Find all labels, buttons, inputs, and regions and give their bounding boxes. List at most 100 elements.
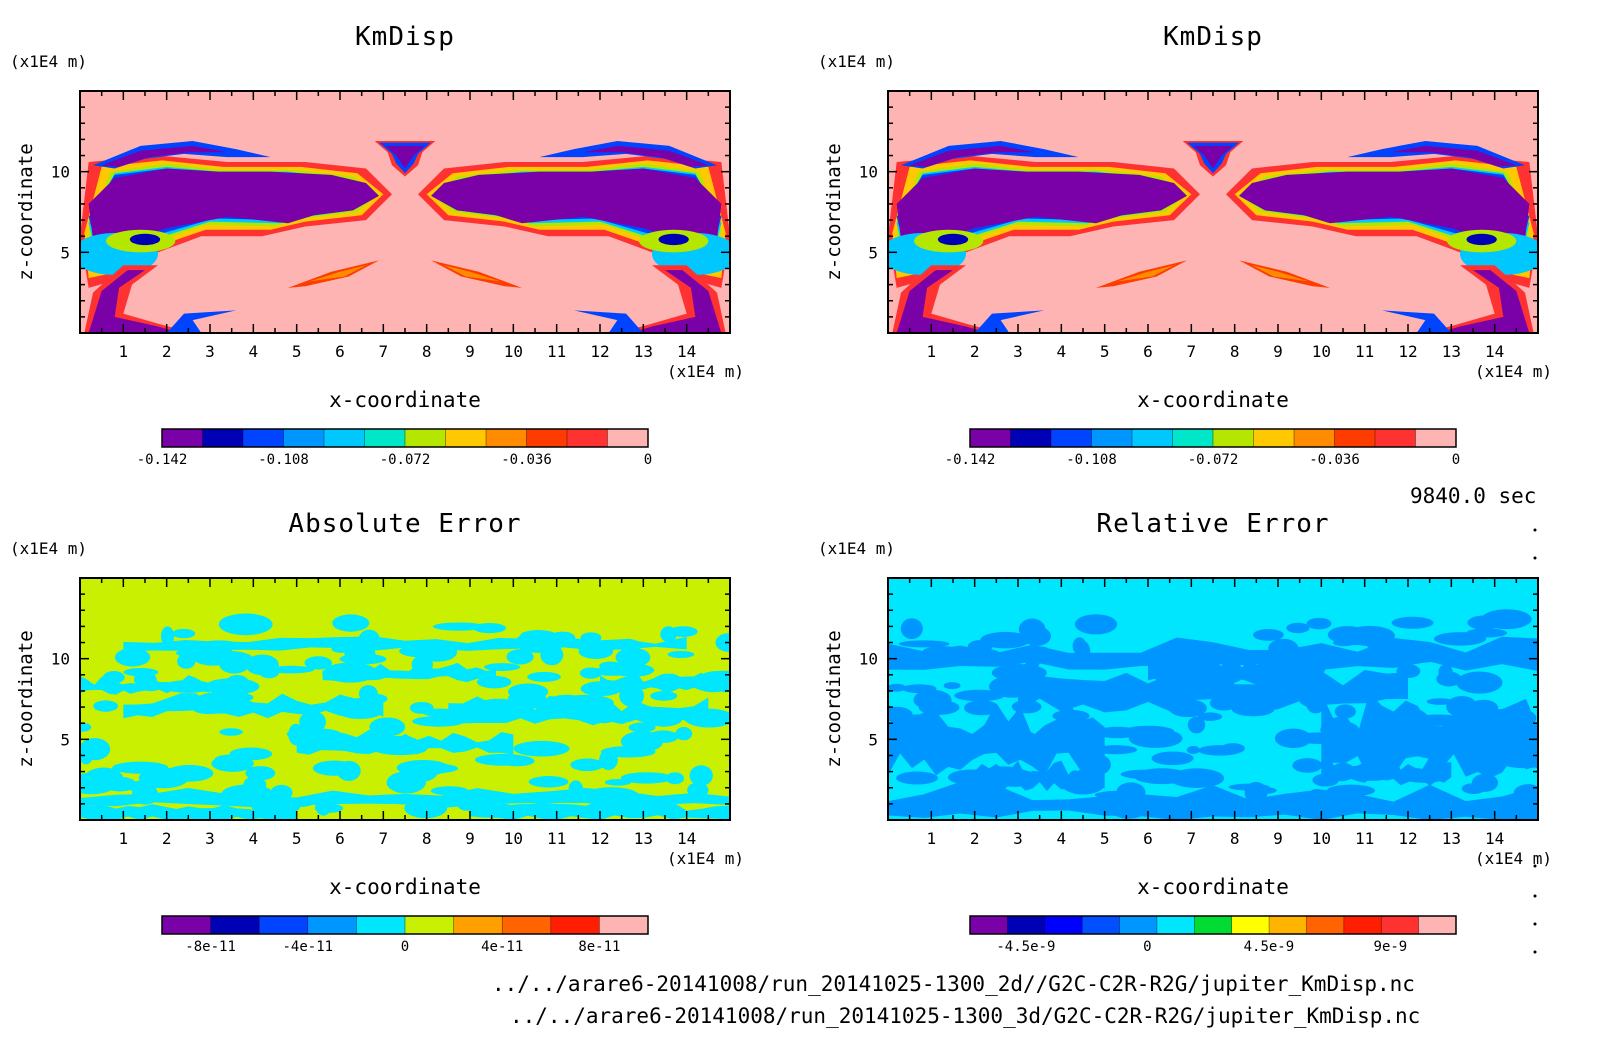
colorbar-frame: [969, 915, 1457, 935]
error-speckle: [558, 694, 614, 711]
x-tick-label: 14: [1485, 342, 1504, 361]
error-speckle: [484, 663, 521, 671]
error-speckle: [580, 632, 602, 644]
contour-left-bottom-purple: [88, 270, 180, 333]
x-unit-label: (x1E4 m): [1475, 362, 1552, 381]
error-speckle: [1461, 783, 1486, 795]
error-speckle: [1466, 628, 1508, 638]
colorbar-label: 0: [401, 939, 409, 955]
error-speckle: [667, 650, 695, 659]
colorbar-label: 4.5e-9: [1244, 939, 1295, 955]
colorbar-label: -0.072: [380, 452, 431, 468]
x-tick-label: 11: [547, 829, 566, 848]
error-speckle: [899, 640, 950, 648]
error-band: [888, 701, 1105, 776]
error-speckle: [668, 626, 698, 637]
x-unit-label: (x1E4 m): [667, 849, 744, 868]
x-tick-label: 2: [162, 829, 172, 848]
error-speckle: [1446, 695, 1478, 718]
x-tick-label: 10: [504, 829, 523, 848]
error-speckle: [1203, 669, 1245, 678]
error-speckle: [412, 715, 466, 727]
error-speckle: [1481, 609, 1532, 630]
time-label: 9840.0 sec: [1410, 484, 1537, 508]
error-speckle: [1133, 768, 1190, 785]
error-speckle: [336, 760, 361, 781]
error-speckle: [172, 628, 196, 639]
colorbar-swatch: [1213, 429, 1254, 447]
error-speckle: [615, 647, 651, 668]
colorbar-label: -4.5e-9: [996, 939, 1055, 955]
y-axis-label: z-coordinate: [823, 143, 845, 280]
error-speckle: [162, 680, 214, 693]
colorbar-swatch: [502, 916, 552, 934]
error-speckle: [1513, 784, 1538, 802]
error-speckle: [591, 712, 616, 724]
colorbar-label: -0.142: [137, 452, 188, 468]
error-speckle: [1457, 712, 1490, 734]
error-speckle: [112, 761, 169, 774]
error-speckle: [528, 776, 569, 788]
x-tick-label: 9: [1273, 829, 1283, 848]
x-tick-label: 14: [677, 829, 696, 848]
error-speckle: [654, 673, 683, 689]
colorbar-label: 9e-9: [1374, 939, 1408, 955]
x-tick-label: 7: [379, 829, 389, 848]
error-speckle: [581, 804, 624, 817]
x-tick-label: 2: [970, 829, 980, 848]
field-kmdisp: [80, 91, 730, 333]
x-tick-label: 12: [1398, 829, 1417, 848]
contour-left-purple-lobe: [896, 168, 1187, 256]
colorbar-label: 4e-11: [481, 939, 523, 955]
colorbar-label: -0.108: [258, 452, 309, 468]
colorbar-swatch: [970, 429, 1011, 447]
colorbar-swatch: [364, 429, 406, 447]
error-speckle: [1209, 695, 1239, 711]
colorbar-swatch: [1343, 916, 1382, 934]
y-tick-label: 10: [859, 650, 878, 669]
footer-path-2d: ../../arare6-20141008/run_20141025-1300_…: [492, 972, 1415, 996]
error-speckle: [619, 684, 645, 707]
error-speckle: [1337, 637, 1378, 646]
error-speckle: [1241, 807, 1278, 815]
colorbar-swatch: [486, 429, 527, 447]
error-speckle: [102, 670, 125, 684]
contour-left-arc-blue: [93, 141, 271, 169]
error-speckle: [600, 746, 656, 758]
error-speckle: [513, 740, 570, 757]
error-speckle: [540, 644, 564, 666]
colorbar-swatch: [243, 429, 284, 447]
contour-right-bottom-blue: [1382, 310, 1452, 333]
y-tick-label: 10: [51, 163, 70, 182]
colorbar-label: 8e-11: [578, 939, 620, 955]
error-speckle: [1187, 661, 1218, 671]
error-speckle: [332, 614, 370, 632]
error-speckle: [964, 704, 997, 715]
contour-left-arc-blue: [901, 141, 1079, 169]
x-tick-label: 13: [634, 342, 653, 361]
error-speckle: [687, 782, 709, 798]
x-tick-label: 5: [292, 342, 302, 361]
error-speckle: [1073, 715, 1087, 724]
error-speckle: [615, 638, 641, 651]
error-band: [80, 804, 297, 820]
eddy-left-core: [129, 233, 161, 246]
y-tick-label: 5: [60, 730, 70, 749]
error-speckle: [80, 744, 94, 765]
error-speckle: [1398, 735, 1455, 744]
error-speckle: [955, 788, 978, 803]
error-speckle: [1025, 649, 1041, 670]
y-tick-label: 5: [60, 243, 70, 262]
error-speckle: [549, 631, 576, 644]
colorbar-swatch: [1082, 916, 1121, 934]
x-tick-label: 1: [119, 342, 129, 361]
field-kmdisp: [888, 91, 1538, 333]
error-speckle: [1231, 701, 1275, 717]
error-speckle: [202, 650, 252, 664]
error-speckle: [1303, 685, 1339, 703]
x-tick-label: 5: [1100, 342, 1110, 361]
error-speckle: [1330, 762, 1356, 781]
